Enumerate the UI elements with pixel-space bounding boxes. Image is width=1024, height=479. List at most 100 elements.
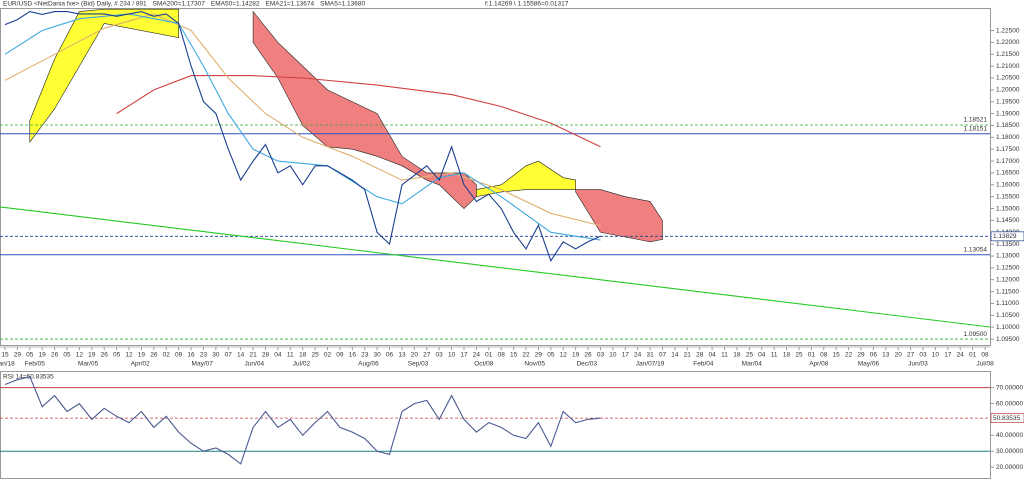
y-tick-label: 30.00000 xyxy=(996,448,1023,455)
x-tick-label: 01 xyxy=(808,352,816,359)
x-tick-label: 05 xyxy=(113,352,121,359)
x-tick-label: 25 xyxy=(795,352,803,359)
x-tick-label: 24 xyxy=(634,352,642,359)
level-label: 1.18151 xyxy=(964,125,988,132)
x-tick-label: 03 xyxy=(436,352,444,359)
y-tick-label: 1.11000 xyxy=(996,300,1019,307)
month-label: Feb/04 xyxy=(693,361,714,368)
month-label: Jan/07/19 xyxy=(636,361,665,368)
x-tick-label: 09 xyxy=(175,352,183,359)
y-tick-label: 1.17000 xyxy=(996,158,1020,165)
x-tick-label: 03 xyxy=(597,352,605,359)
y-tick-label: 1.15000 xyxy=(996,205,1020,212)
level-label: 1.09500 xyxy=(964,331,988,338)
x-tick-label: 28 xyxy=(696,352,704,359)
x-tick-label: 27 xyxy=(423,352,431,359)
x-tick-label: 04 xyxy=(274,352,282,359)
y-tick-label: 1.19000 xyxy=(996,110,1020,117)
indicator-label: SMA5=1.13680 xyxy=(320,1,365,8)
x-tick-label: 19 xyxy=(88,352,96,359)
x-tick-label: 13 xyxy=(398,352,406,359)
level-label: 1.13829 xyxy=(993,233,1017,240)
x-tick-label: 17 xyxy=(460,352,468,359)
x-tick-label: 16 xyxy=(187,352,195,359)
x-tick-label: 11 xyxy=(771,352,778,359)
x-tick-label: 09 xyxy=(336,352,344,359)
series-line xyxy=(116,75,601,148)
y-tick-label: 1.16000 xyxy=(996,182,1020,189)
x-tick-label: 15 xyxy=(510,352,518,359)
x-tick-label: 04 xyxy=(758,352,766,359)
x-tick-label: 07 xyxy=(225,352,233,359)
x-tick-label: 28 xyxy=(262,352,270,359)
indicator-label: EUR/USD <NetDania fxe> (Bid) Daily, # 23… xyxy=(3,1,147,8)
y-tick-label: 1.18500 xyxy=(996,122,1020,129)
month-label: Jul/08 xyxy=(976,361,994,368)
x-tick-label: 07 xyxy=(659,352,667,359)
ichimoku-cloud xyxy=(575,189,663,243)
price-panel-border xyxy=(0,8,991,346)
x-tick-label: 05 xyxy=(26,352,34,359)
x-tick-label: 05 xyxy=(63,352,71,359)
level-label: 1.18521 xyxy=(964,117,988,124)
x-tick-label: 12 xyxy=(560,352,568,359)
x-tick-label: 31 xyxy=(646,352,654,359)
month-label: Jan/18 xyxy=(0,361,15,368)
x-tick-label: 29 xyxy=(857,352,865,359)
x-tick-label: 02 xyxy=(324,352,332,359)
x-tick-label: 03 xyxy=(919,352,927,359)
y-tick-label: 1.10000 xyxy=(996,324,1020,331)
x-tick-label: 27 xyxy=(907,352,915,359)
indicator-label: SMA200=1.17307 xyxy=(153,1,206,8)
y-tick-label: 1.10500 xyxy=(996,312,1020,319)
y-tick-label: 1.21000 xyxy=(996,63,1020,70)
month-label: Mar/04 xyxy=(742,361,763,368)
month-label: May/06 xyxy=(858,361,880,368)
x-tick-label: 13 xyxy=(882,352,890,359)
x-tick-label: 08 xyxy=(820,352,828,359)
y-tick-label: 1.11500 xyxy=(996,288,1019,295)
x-tick-label: 24 xyxy=(473,352,481,359)
y-tick-label: 1.13000 xyxy=(996,253,1020,260)
x-tick-label: 08 xyxy=(981,352,989,359)
y-tick-label: 1.22500 xyxy=(996,27,1020,34)
x-tick-label: 18 xyxy=(733,352,741,359)
month-label: Feb/05 xyxy=(25,361,46,368)
x-tick-label: 20 xyxy=(895,352,903,359)
y-tick-label: 1.16500 xyxy=(996,170,1020,177)
month-label: May/07 xyxy=(192,361,214,368)
indicator-label: f:1.14269 \ 1.15586=0.01317 xyxy=(485,1,569,8)
x-tick-label: 23 xyxy=(361,352,369,359)
x-tick-label: 11 xyxy=(287,352,294,359)
x-tick-label: 01 xyxy=(969,352,977,359)
x-tick-label: 26 xyxy=(51,352,59,359)
x-tick-label: 05 xyxy=(547,352,555,359)
x-tick-label: 30 xyxy=(374,352,382,359)
x-tick-label: 01 xyxy=(485,352,493,359)
y-tick-label: 60.00000 xyxy=(996,400,1023,407)
y-tick-label: 1.19500 xyxy=(996,98,1020,105)
x-tick-label: 08 xyxy=(498,352,506,359)
x-tick-label: 02 xyxy=(163,352,171,359)
x-tick-label: 15 xyxy=(833,352,841,359)
month-label: Nov/05 xyxy=(524,361,545,368)
level-label: 50.83535 xyxy=(993,415,1020,422)
month-label: Jun/04 xyxy=(245,361,265,368)
x-tick-label: 04 xyxy=(708,352,716,359)
x-tick-label: 26 xyxy=(101,352,109,359)
x-tick-label: 12 xyxy=(125,352,133,359)
indicator-label: EMA50=1.14282 xyxy=(211,1,260,8)
y-tick-label: 20.00000 xyxy=(996,464,1023,471)
series-line xyxy=(4,11,601,263)
x-tick-label: 14 xyxy=(671,352,679,359)
y-tick-label: 1.12500 xyxy=(996,265,1020,272)
indicator-label: EMA21=1.13674 xyxy=(266,1,315,8)
y-tick-label: 1.18000 xyxy=(996,134,1020,141)
y-tick-label: 1.13500 xyxy=(996,241,1020,248)
month-label: Aug/06 xyxy=(358,361,379,368)
x-tick-label: 25 xyxy=(746,352,754,359)
y-tick-label: 70.00000 xyxy=(996,384,1023,391)
x-tick-label: 17 xyxy=(622,352,630,359)
month-label: Jun/03 xyxy=(908,361,928,368)
x-tick-label: 11 xyxy=(721,352,728,359)
